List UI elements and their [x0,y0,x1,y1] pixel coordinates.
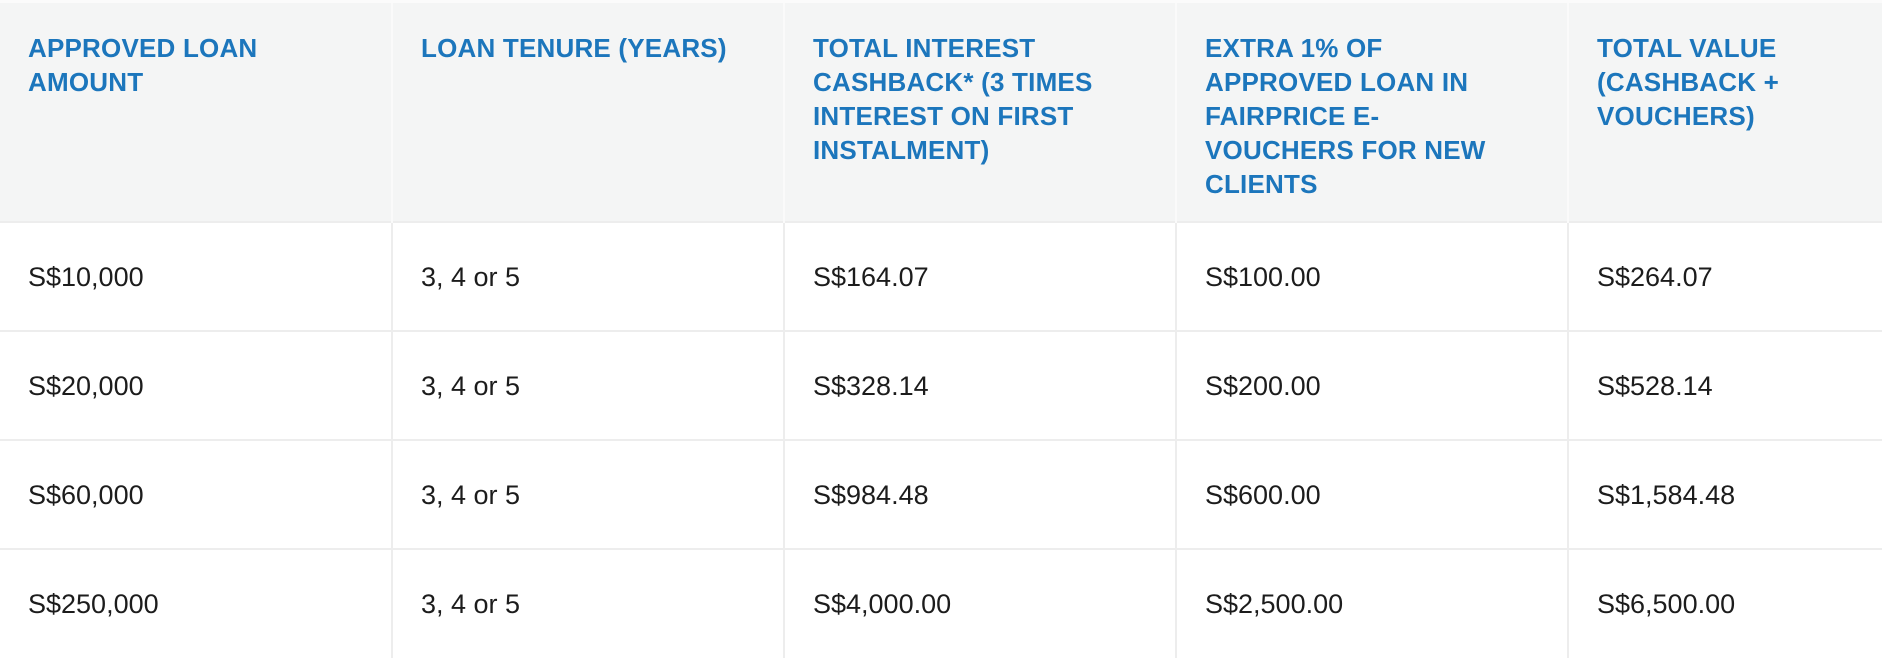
column-header-total-value: TOTAL VALUE (CASHBACK + VOUCHERS) [1567,0,1882,222]
cell-interest-cashback: S$328.14 [783,330,1176,440]
header-row: APPROVED LOAN AMOUNT LOAN TENURE (YEARS)… [0,0,1882,222]
cell-approved-loan-amount: S$250,000 [0,548,392,658]
table-row: S$250,000 3, 4 or 5 S$4,000.00 S$2,500.0… [0,548,1882,658]
table-row: S$20,000 3, 4 or 5 S$328.14 S$200.00 S$5… [0,330,1882,440]
cell-approved-loan-amount: S$60,000 [0,439,392,549]
column-header-approved-loan-amount: APPROVED LOAN AMOUNT [0,0,392,222]
column-header-loan-tenure: LOAN TENURE (YEARS) [391,0,784,222]
cell-interest-cashback: S$984.48 [783,439,1176,549]
column-header-total-interest-cashback: TOTAL INTEREST CASHBACK* (3 TIMES INTERE… [783,0,1176,222]
cell-evoucher-amount: S$100.00 [1175,221,1568,331]
column-header-extra-evouchers: EXTRA 1% OF APPROVED LOAN IN FAIRPRICE E… [1175,0,1568,222]
cell-total-value: S$264.07 [1567,221,1882,331]
cell-loan-tenure: 3, 4 or 5 [391,439,784,549]
cell-interest-cashback: S$164.07 [783,221,1176,331]
cell-evoucher-amount: S$2,500.00 [1175,548,1568,658]
cell-approved-loan-amount: S$20,000 [0,330,392,440]
cell-evoucher-amount: S$200.00 [1175,330,1568,440]
cell-total-value: S$528.14 [1567,330,1882,440]
table-row: S$60,000 3, 4 or 5 S$984.48 S$600.00 S$1… [0,439,1882,549]
cell-loan-tenure: 3, 4 or 5 [391,221,784,331]
cell-total-value: S$1,584.48 [1567,439,1882,549]
table-row: S$10,000 3, 4 or 5 S$164.07 S$100.00 S$2… [0,221,1882,331]
cell-approved-loan-amount: S$10,000 [0,221,392,331]
cell-loan-tenure: 3, 4 or 5 [391,330,784,440]
cell-evoucher-amount: S$600.00 [1175,439,1568,549]
cell-total-value: S$6,500.00 [1567,548,1882,658]
cell-loan-tenure: 3, 4 or 5 [391,548,784,658]
cell-interest-cashback: S$4,000.00 [783,548,1176,658]
